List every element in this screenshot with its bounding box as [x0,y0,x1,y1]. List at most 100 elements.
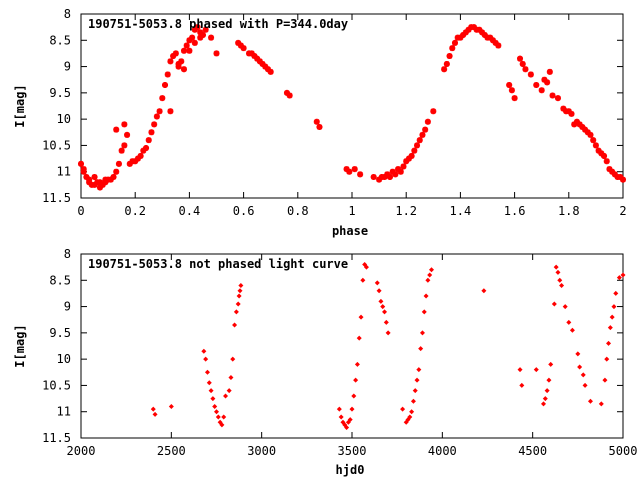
data-point [386,173,393,180]
data-point [175,60,182,67]
x-tick-label: 1.4 [450,204,472,218]
plot-title: 190751-5053.8 phased with P=344.0day [88,17,348,31]
data-point [148,129,155,136]
x-tick-label: 1.2 [395,204,417,218]
data-point [582,382,588,388]
data-point [405,155,412,162]
y-tick-label: 9.5 [49,326,71,340]
y-tick-label: 10.5 [42,138,71,152]
data-point [215,414,221,420]
data-point [559,283,565,289]
data-point [606,340,612,346]
data-point [286,92,293,99]
data-point [124,131,131,138]
data-point [592,142,599,149]
data-point [568,110,575,117]
data-point [522,66,529,73]
data-point [449,45,456,52]
data-point [180,66,187,73]
data-point [462,29,469,36]
data-point [441,66,448,73]
data-point [554,95,561,102]
data-point [237,288,243,294]
data-point [376,176,383,183]
data-point [479,29,486,36]
data-point [223,393,229,399]
data-point [602,377,608,383]
data-point [411,147,418,154]
data-point [121,142,128,149]
data-point [549,92,556,99]
data-point [374,280,380,286]
data-point [382,309,388,315]
data-point [412,388,418,394]
data-point [349,406,355,412]
data-point [617,173,624,180]
data-point [214,409,219,415]
data-point [210,396,216,402]
data-point [351,393,357,399]
data-point [137,152,144,159]
data-point [495,42,502,49]
data-point [419,131,426,138]
data-point [517,55,524,62]
data-point [427,272,433,278]
data-point [344,424,350,430]
data-point [395,166,402,173]
data-point [611,171,618,178]
data-point [414,142,421,149]
data-point [264,66,271,73]
data-point [603,158,610,165]
data-point [604,356,610,362]
data-point [465,26,472,33]
data-point [422,126,429,133]
x-tick-label: 3500 [338,444,367,458]
data-point [416,367,422,373]
data-point [191,26,198,33]
data-point [197,29,204,36]
data-point [598,401,604,407]
data-point [96,184,103,191]
data-point [609,314,615,320]
data-point [548,361,554,367]
data-point [562,304,568,310]
x-tick-label: 4500 [518,444,547,458]
data-point [383,319,389,325]
data-point [140,147,147,154]
data-point [164,71,171,78]
data-point [86,176,93,183]
data-point [481,288,487,294]
data-point [203,356,209,362]
data-point [557,277,563,283]
data-point [126,160,133,167]
y-tick-label: 10 [57,112,71,126]
data-point [451,39,458,46]
data-point [199,32,206,39]
data-point [418,346,424,352]
data-point [360,277,366,283]
x-axis-label: phase [332,224,368,238]
y-tick-label: 11 [57,405,71,419]
x-tick-label: 3000 [247,444,276,458]
data-point [254,55,261,62]
y-axis-label: I[mag] [13,324,27,367]
data-point [421,309,427,315]
data-point [620,272,626,278]
x-tick-label: 1.8 [558,204,580,218]
data-point [541,401,547,407]
data-point [598,150,605,157]
data-point [236,293,242,299]
data-point [392,171,399,178]
data-point [609,168,616,175]
data-point [620,176,626,183]
data-point [238,283,244,289]
data-point [151,121,158,128]
data-point [381,173,388,180]
data-point [409,409,415,415]
data-point [356,335,362,341]
data-point [506,81,513,88]
data-point [571,121,578,128]
data-point [353,377,359,383]
